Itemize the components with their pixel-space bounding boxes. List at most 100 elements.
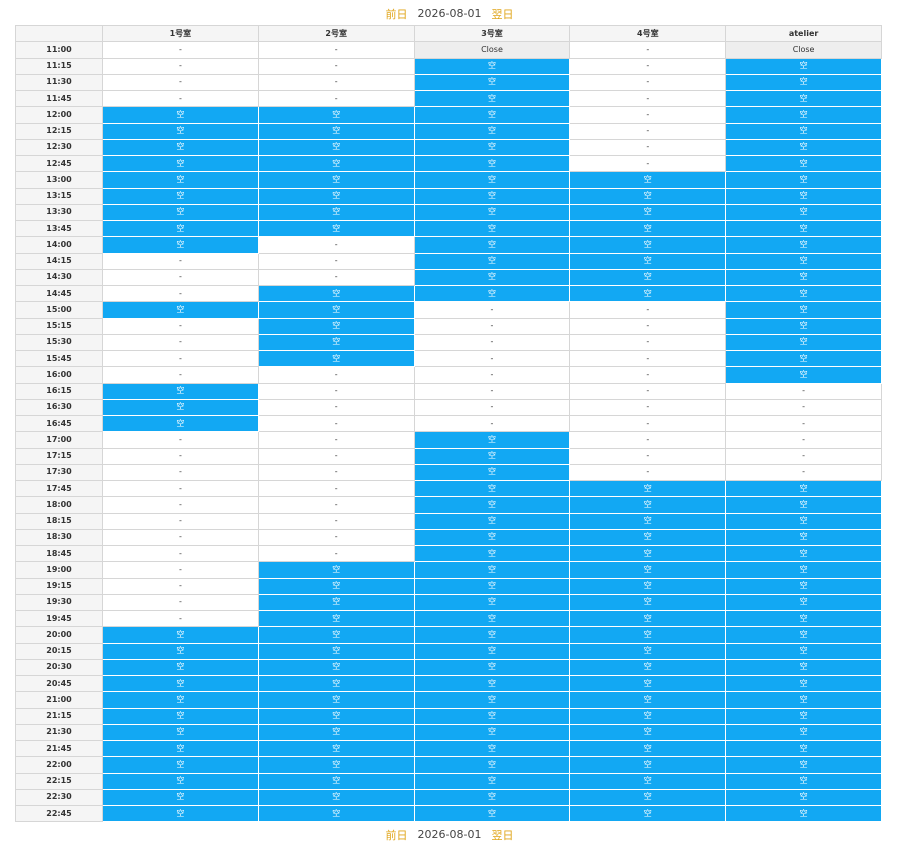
- available-slot[interactable]: 空: [725, 528, 882, 547]
- available-slot[interactable]: 空: [257, 349, 415, 368]
- available-slot[interactable]: 空: [102, 674, 259, 693]
- available-slot[interactable]: 空: [413, 788, 571, 807]
- available-slot[interactable]: 空: [413, 447, 571, 465]
- available-slot[interactable]: 空: [257, 154, 415, 173]
- available-slot[interactable]: 空: [725, 496, 882, 514]
- available-slot[interactable]: 空: [413, 268, 571, 287]
- available-slot[interactable]: 空: [725, 788, 882, 807]
- available-slot[interactable]: 空: [725, 804, 882, 823]
- available-slot[interactable]: 空: [569, 268, 727, 287]
- available-slot[interactable]: 空: [257, 691, 415, 709]
- available-slot[interactable]: 空: [569, 788, 727, 807]
- available-slot[interactable]: 空: [102, 187, 259, 205]
- available-slot[interactable]: 空: [725, 171, 882, 189]
- prev-day-link[interactable]: 前日: [385, 7, 408, 21]
- available-slot[interactable]: 空: [413, 284, 571, 303]
- available-slot[interactable]: 空: [413, 609, 571, 628]
- available-slot[interactable]: 空: [725, 203, 882, 222]
- available-slot[interactable]: 空: [725, 739, 882, 758]
- available-slot[interactable]: 空: [569, 219, 727, 238]
- available-slot[interactable]: 空: [725, 577, 882, 595]
- available-slot[interactable]: 空: [569, 707, 727, 725]
- available-slot[interactable]: 空: [102, 723, 259, 742]
- available-slot[interactable]: 空: [102, 788, 259, 807]
- available-slot[interactable]: 空: [725, 479, 882, 498]
- available-slot[interactable]: 空: [257, 804, 415, 823]
- available-slot[interactable]: 空: [569, 642, 727, 660]
- available-slot[interactable]: 空: [102, 382, 259, 400]
- available-slot[interactable]: 空: [725, 138, 882, 157]
- available-slot[interactable]: 空: [569, 691, 727, 709]
- available-slot[interactable]: 空: [102, 154, 259, 173]
- available-slot[interactable]: 空: [725, 106, 882, 124]
- available-slot[interactable]: 空: [257, 219, 415, 238]
- available-slot[interactable]: 空: [569, 723, 727, 742]
- available-slot[interactable]: 空: [725, 561, 882, 579]
- available-slot[interactable]: 空: [725, 691, 882, 709]
- available-slot[interactable]: 空: [257, 739, 415, 758]
- available-slot[interactable]: 空: [569, 756, 727, 774]
- available-slot[interactable]: 空: [569, 804, 727, 823]
- available-slot[interactable]: 空: [725, 122, 882, 140]
- available-slot[interactable]: 空: [413, 544, 571, 563]
- available-slot[interactable]: 空: [102, 398, 259, 417]
- available-slot[interactable]: 空: [413, 642, 571, 660]
- available-slot[interactable]: 空: [725, 219, 882, 238]
- available-slot[interactable]: 空: [725, 658, 882, 677]
- available-slot[interactable]: 空: [725, 349, 882, 368]
- available-slot[interactable]: 空: [257, 772, 415, 790]
- available-slot[interactable]: 空: [257, 788, 415, 807]
- available-slot[interactable]: 空: [725, 301, 882, 319]
- available-slot[interactable]: 空: [257, 106, 415, 124]
- available-slot[interactable]: 空: [569, 609, 727, 628]
- available-slot[interactable]: 空: [257, 122, 415, 140]
- available-slot[interactable]: 空: [725, 333, 882, 352]
- available-slot[interactable]: 空: [413, 577, 571, 595]
- available-slot[interactable]: 空: [725, 187, 882, 205]
- available-slot[interactable]: 空: [257, 756, 415, 774]
- available-slot[interactable]: 空: [413, 431, 571, 449]
- available-slot[interactable]: 空: [413, 171, 571, 189]
- available-slot[interactable]: 空: [725, 593, 882, 612]
- available-slot[interactable]: 空: [413, 674, 571, 693]
- available-slot[interactable]: 空: [413, 512, 571, 530]
- available-slot[interactable]: 空: [413, 219, 571, 238]
- available-slot[interactable]: 空: [413, 154, 571, 173]
- available-slot[interactable]: 空: [413, 187, 571, 205]
- available-slot[interactable]: 空: [413, 561, 571, 579]
- available-slot[interactable]: 空: [257, 317, 415, 335]
- available-slot[interactable]: 空: [257, 171, 415, 189]
- available-slot[interactable]: 空: [413, 479, 571, 498]
- available-slot[interactable]: 空: [102, 804, 259, 823]
- available-slot[interactable]: 空: [725, 723, 882, 742]
- available-slot[interactable]: 空: [257, 674, 415, 693]
- next-day-link[interactable]: 翌日: [491, 7, 514, 21]
- available-slot[interactable]: 空: [725, 626, 882, 644]
- available-slot[interactable]: 空: [102, 219, 259, 238]
- available-slot[interactable]: 空: [725, 674, 882, 693]
- available-slot[interactable]: 空: [102, 301, 259, 319]
- available-slot[interactable]: 空: [413, 772, 571, 790]
- available-slot[interactable]: 空: [569, 674, 727, 693]
- prev-day-link[interactable]: 前日: [385, 828, 408, 842]
- available-slot[interactable]: 空: [569, 739, 727, 758]
- available-slot[interactable]: 空: [257, 626, 415, 644]
- available-slot[interactable]: 空: [257, 333, 415, 352]
- available-slot[interactable]: 空: [413, 593, 571, 612]
- available-slot[interactable]: 空: [725, 512, 882, 530]
- available-slot[interactable]: 空: [413, 528, 571, 547]
- available-slot[interactable]: 空: [413, 89, 571, 108]
- available-slot[interactable]: 空: [413, 804, 571, 823]
- available-slot[interactable]: 空: [257, 593, 415, 612]
- available-slot[interactable]: 空: [413, 73, 571, 92]
- available-slot[interactable]: 空: [569, 496, 727, 514]
- available-slot[interactable]: 空: [569, 171, 727, 189]
- available-slot[interactable]: 空: [569, 528, 727, 547]
- available-slot[interactable]: 空: [569, 512, 727, 530]
- available-slot[interactable]: 空: [257, 301, 415, 319]
- available-slot[interactable]: 空: [725, 252, 882, 270]
- available-slot[interactable]: 空: [102, 138, 259, 157]
- available-slot[interactable]: 空: [725, 772, 882, 790]
- available-slot[interactable]: 空: [102, 171, 259, 189]
- available-slot[interactable]: 空: [102, 772, 259, 790]
